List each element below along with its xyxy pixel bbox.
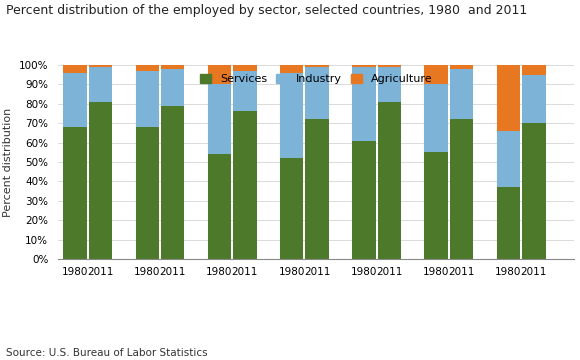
Bar — [233, 65, 256, 71]
Bar — [89, 65, 112, 67]
Bar — [89, 102, 112, 259]
Bar — [136, 65, 159, 71]
Bar — [425, 65, 448, 84]
Bar — [378, 65, 401, 67]
Bar — [496, 187, 520, 259]
Bar — [63, 127, 86, 259]
Bar — [378, 102, 401, 259]
Bar — [161, 65, 184, 69]
Bar — [208, 154, 231, 259]
Text: Source: U.S. Bureau of Labor Statistics: Source: U.S. Bureau of Labor Statistics — [6, 348, 208, 358]
Bar — [306, 65, 329, 67]
Bar — [161, 69, 184, 105]
Bar — [450, 65, 473, 69]
Bar — [280, 158, 303, 259]
Text: Percent distribution of the employed by sector, selected countries, 1980  and 20: Percent distribution of the employed by … — [6, 4, 527, 17]
Bar — [378, 67, 401, 102]
Bar — [352, 67, 376, 141]
Bar — [280, 73, 303, 158]
Y-axis label: Percent distribution: Percent distribution — [3, 107, 13, 217]
Bar — [522, 65, 546, 75]
Bar — [522, 75, 546, 123]
Bar — [280, 65, 303, 73]
Bar — [306, 119, 329, 259]
Bar — [496, 131, 520, 187]
Bar — [233, 71, 256, 112]
Bar — [208, 65, 231, 84]
Bar — [496, 65, 520, 131]
Bar — [233, 112, 256, 259]
Legend: Services, Industry, Agriculture: Services, Industry, Agriculture — [197, 70, 436, 87]
Bar — [450, 69, 473, 119]
Bar — [352, 141, 376, 259]
Bar — [306, 67, 329, 119]
Bar — [208, 84, 231, 154]
Bar — [161, 105, 184, 259]
Bar — [522, 123, 546, 259]
Bar — [425, 152, 448, 259]
Bar — [352, 65, 376, 67]
Bar — [425, 84, 448, 152]
Bar — [89, 67, 112, 102]
Bar — [63, 73, 86, 127]
Bar — [136, 71, 159, 127]
Bar — [63, 65, 86, 73]
Bar — [136, 127, 159, 259]
Bar — [450, 119, 473, 259]
